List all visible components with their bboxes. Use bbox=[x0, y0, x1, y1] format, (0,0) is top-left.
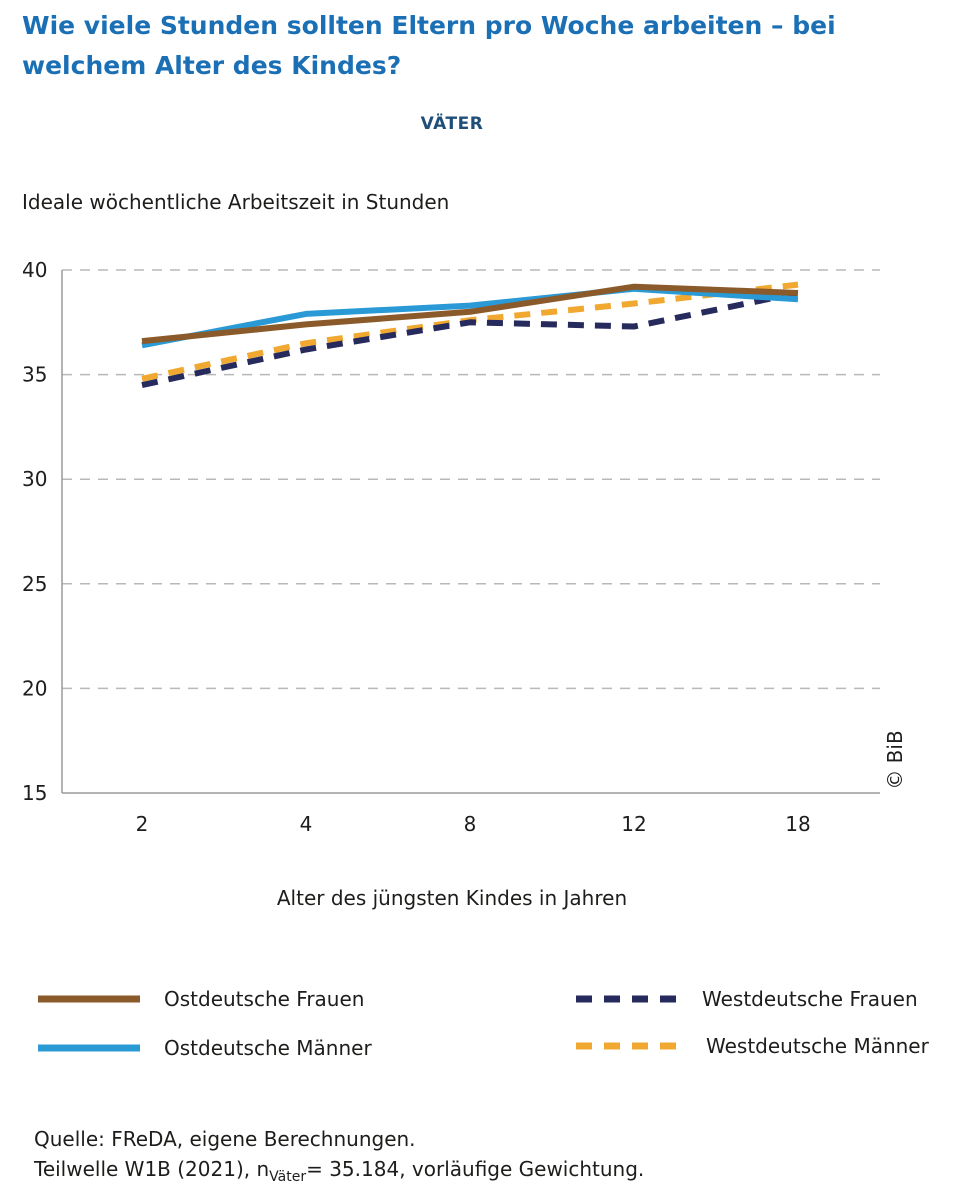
legend-label: Westdeutsche Männer bbox=[706, 1034, 929, 1058]
source-line-2: Teilwelle W1B (2021), nVäter= 35.184, vo… bbox=[34, 1154, 644, 1192]
y-tick-label-15: 15 bbox=[22, 781, 47, 805]
chart-subtitle: VÄTER bbox=[420, 114, 484, 134]
grid-lines bbox=[62, 269, 880, 690]
legend-label: Ostdeutsche Frauen bbox=[164, 987, 365, 1011]
legend-swatch-ostdeutsche-maenner bbox=[38, 1044, 140, 1052]
series-line-westdeutsche-frauen bbox=[141, 290, 799, 389]
x-tick-label-18: 18 bbox=[785, 812, 810, 836]
legend-item-westdeutsche-frauen: Westdeutsche Frauen bbox=[576, 984, 918, 1014]
x-tick-label-2: 2 bbox=[136, 812, 149, 836]
data-series bbox=[141, 281, 799, 389]
legend-item-ostdeutsche-maenner: Ostdeutsche Männer bbox=[38, 1033, 372, 1063]
source-line-1: Quelle: FReDA, eigene Berechnungen. bbox=[34, 1127, 416, 1151]
y-tick-label-25: 25 bbox=[22, 572, 47, 596]
source-line-2-subscript: Väter bbox=[269, 1169, 307, 1185]
x-axis-label: Alter des jüngsten Kindes in Jahren bbox=[276, 886, 628, 910]
legend-label: Westdeutsche Frauen bbox=[702, 987, 918, 1011]
x-tick-label-12: 12 bbox=[621, 812, 646, 836]
legend-swatch-ostdeutsche-frauen bbox=[38, 995, 140, 1003]
legend-item-ostdeutsche-frauen: Ostdeutsche Frauen bbox=[38, 984, 364, 1014]
y-tick-label-35: 35 bbox=[22, 363, 47, 387]
source-line-2-prefix: Teilwelle W1B (2021), n bbox=[34, 1157, 270, 1181]
legend-label: Ostdeutsche Männer bbox=[164, 1036, 372, 1060]
y-axis-label: Ideale wöchentliche Arbeitszeit in Stund… bbox=[22, 190, 450, 214]
x-tick-label-4: 4 bbox=[300, 812, 313, 836]
legend-item-westdeutsche-maenner: Westdeutsche Männer bbox=[576, 1031, 929, 1061]
series-line-ostdeutsche-maenner bbox=[141, 285, 799, 349]
copyright-notice: © BiB bbox=[883, 730, 907, 790]
source-note: Quelle: FReDA, eigene Berechnungen. Teil… bbox=[34, 1124, 644, 1192]
legend-swatch-westdeutsche-frauen bbox=[576, 995, 678, 1003]
y-tick-label-40: 40 bbox=[22, 258, 47, 282]
y-tick-label-20: 20 bbox=[22, 676, 47, 700]
x-tick-label-8: 8 bbox=[464, 812, 477, 836]
legend-swatch-westdeutsche-maenner bbox=[576, 1042, 678, 1050]
y-tick-label-30: 30 bbox=[22, 467, 47, 491]
chart-title: Wie viele Stunden sollten Eltern pro Woc… bbox=[22, 11, 836, 80]
axes bbox=[61, 270, 880, 794]
series-line-ostdeutsche-frauen bbox=[141, 283, 799, 345]
source-line-2-suffix: = 35.184, vorläufige Gewichtung. bbox=[306, 1157, 645, 1181]
